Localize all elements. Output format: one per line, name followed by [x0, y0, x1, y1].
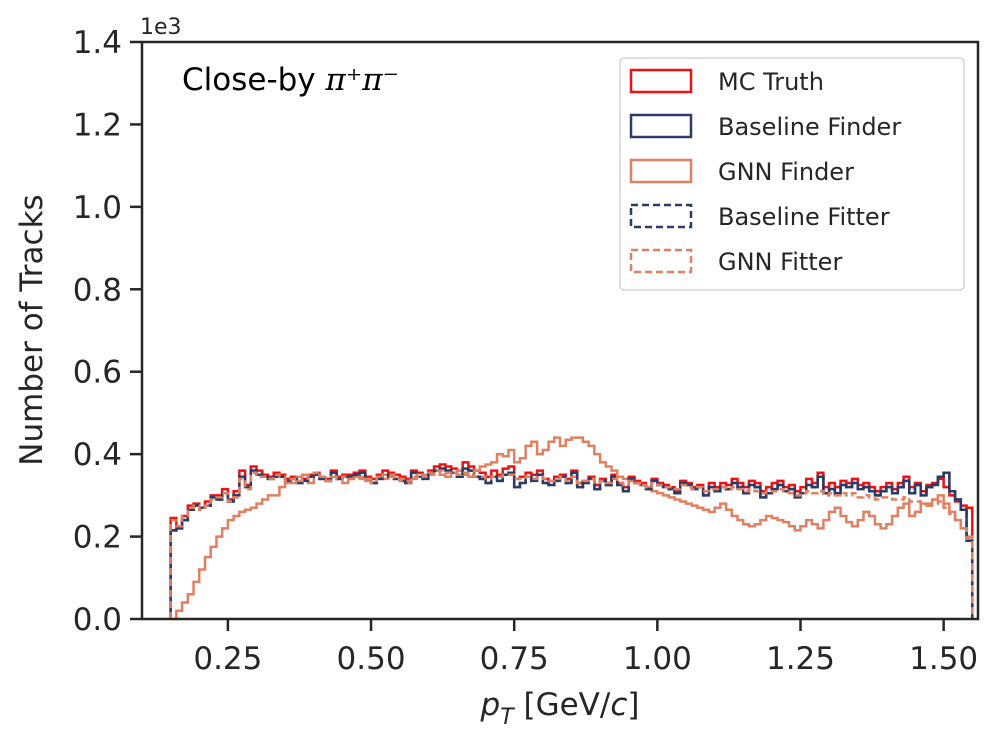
y-tick-label: 1.4 — [73, 25, 122, 61]
x-axis: 0.25 0.50 0.75 1.00 1.25 1.50 — [193, 619, 978, 677]
y-tick-label: 0.2 — [73, 520, 122, 556]
x-tick-label: 0.50 — [337, 641, 406, 677]
x-tick-label: 1.25 — [766, 641, 835, 677]
x-tick-label: 0.25 — [193, 641, 262, 677]
annotation-text: Close-by π⁺π⁻ — [182, 62, 399, 98]
y-offset-text: 1e3 — [140, 15, 182, 40]
series-gnn-fitter — [169, 469, 974, 619]
y-tick-label: 0.0 — [73, 602, 122, 638]
y-axis: 0.0 0.2 0.4 0.6 0.8 1.0 1.2 1.4 — [73, 25, 142, 638]
legend-swatch — [629, 113, 693, 139]
y-tick-label: 1.2 — [73, 107, 122, 143]
legend-swatch — [629, 248, 693, 274]
legend-label: Baseline Fitter — [718, 203, 890, 231]
legend-label: GNN Finder — [718, 158, 854, 186]
y-tick-label: 1.0 — [73, 190, 122, 226]
legend-swatch — [629, 203, 693, 229]
legend-label: Baseline Finder — [718, 113, 901, 141]
legend-items: MC Truth Baseline Finder GNN Finder Baselin… — [629, 68, 901, 276]
legend-label: GNN Fitter — [718, 248, 842, 276]
legend-box — [619, 57, 965, 291]
y-tick-label: 0.8 — [73, 272, 122, 308]
x-tick-label: 1.00 — [623, 641, 692, 677]
legend-label: MC Truth — [718, 68, 824, 96]
x-tick-label: 0.75 — [480, 641, 549, 677]
axes-frame — [140, 40, 980, 621]
series-baseline-fitter — [169, 467, 974, 619]
y-tick-label: 0.6 — [73, 355, 122, 391]
x-tick-label: 1.50 — [909, 641, 978, 677]
legend-swatch — [629, 158, 693, 184]
legend: MC Truth Baseline Finder GNN Finder Baselin… — [619, 57, 965, 291]
series-gnn-finder — [170, 436, 974, 621]
series-layer — [169, 436, 974, 621]
y-axis-label: Number of Tracks — [14, 194, 50, 465]
legend-swatch — [629, 68, 693, 94]
x-axis-label: pT [GeV/c] — [480, 687, 640, 730]
axes-spines — [140, 40, 980, 621]
y-tick-label: 0.4 — [73, 437, 122, 473]
